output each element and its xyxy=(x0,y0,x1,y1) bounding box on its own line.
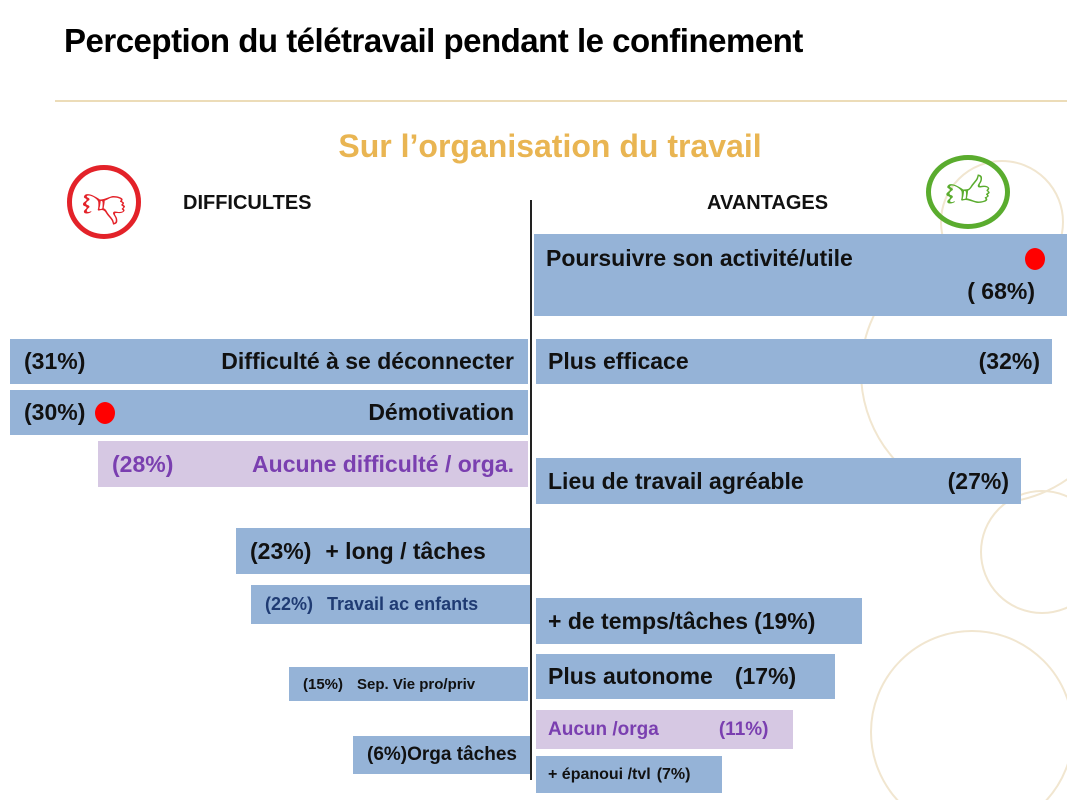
slide-title: Perception du télétravail pendant le con… xyxy=(64,22,803,59)
difficultes-header: DIFFICULTES xyxy=(183,192,312,214)
bar-category-label: + épanoui /tvl xyxy=(548,765,651,783)
difficulte-bar: (6%) Orga tâches xyxy=(353,736,530,774)
avantage-bar: Plus efficace (32%) xyxy=(536,339,1052,384)
bar-value-label: (6%) xyxy=(367,744,408,765)
gear-decoration xyxy=(870,630,1067,800)
difficulte-bar: (23%) + long / tâches xyxy=(236,528,530,574)
gear-decoration xyxy=(980,490,1067,614)
avantages-header: AVANTAGES xyxy=(707,192,829,214)
bar-category-label: + long / tâches xyxy=(325,537,486,564)
bar-category-label: Démotivation xyxy=(368,399,514,425)
bar-category-label: Plus efficace xyxy=(548,348,689,374)
avantage-bar: Poursuivre son activité/utile ( 68%) xyxy=(534,234,1067,316)
bar-value-label: ( 68%) xyxy=(967,278,1035,304)
difficulte-bar: (22%) Travail ac enfants xyxy=(251,585,530,624)
bar-row: Poursuivre son activité/utile xyxy=(546,245,1055,272)
bar-category-label: Orga tâches xyxy=(407,744,517,765)
avantage-bar: Aucun /orga (11%) xyxy=(536,710,793,749)
difficulte-bar: (28%) Aucune difficulté / orga. xyxy=(98,441,528,487)
avantage-bar: + de temps/tâches (19%) xyxy=(536,598,862,644)
section-subtitle: Sur l’organisation du travail xyxy=(338,128,762,164)
bar-value-label: (17%) xyxy=(734,663,797,689)
title-divider xyxy=(55,100,1067,102)
difficulte-bar: (31%) Difficulté à se déconnecter xyxy=(10,339,528,384)
bar-category-label: Lieu de travail agréable xyxy=(548,467,804,494)
bar-category-label: + de temps/tâches xyxy=(548,607,749,634)
bar-value-label: (7%) xyxy=(656,765,691,783)
bar-value-label: (30%) xyxy=(24,399,86,425)
bar-value-label: (28%) xyxy=(112,450,174,477)
bar-category-label: Poursuivre son activité/utile xyxy=(546,245,853,271)
red-dot-marker xyxy=(1025,247,1045,270)
red-dot-marker xyxy=(95,401,116,424)
bar-category-label: Sep. Vie pro/priv xyxy=(357,675,476,693)
bar-category-label: Difficulté à se déconnecter xyxy=(221,348,514,374)
difficulte-bar: (15%) Sep. Vie pro/priv xyxy=(289,667,528,701)
avantage-bar: + épanoui /tvl (7%) xyxy=(536,756,722,793)
bar-category-label: Aucun /orga xyxy=(548,718,659,740)
bar-value-label: (27%) xyxy=(947,467,1009,494)
bar-value-label: (15%) xyxy=(303,675,344,693)
bar-value-label: (23%) xyxy=(250,537,312,564)
bar-value-label: (32%) xyxy=(978,348,1040,374)
thumbs-down-icon: 👎︎ xyxy=(67,165,141,239)
bar-value-label: (31%) xyxy=(24,348,86,374)
difficulte-bar: (30%) Démotivation xyxy=(10,390,528,435)
center-axis xyxy=(530,200,532,780)
bar-value-label: (19%) xyxy=(754,607,816,634)
thumbs-up-icon: 👍︎ xyxy=(926,155,1010,229)
bar-category-label: Plus autonome xyxy=(548,663,713,689)
avantage-bar: Lieu de travail agréable (27%) xyxy=(536,458,1021,504)
bar-category-label: Travail ac enfants xyxy=(327,594,479,614)
avantage-bar: Plus autonome (17%) xyxy=(536,654,835,699)
bar-category-label: Aucune difficulté / orga. xyxy=(252,450,514,477)
bar-value-label: (11%) xyxy=(718,718,769,740)
bar-value-label: (22%) xyxy=(265,594,314,614)
